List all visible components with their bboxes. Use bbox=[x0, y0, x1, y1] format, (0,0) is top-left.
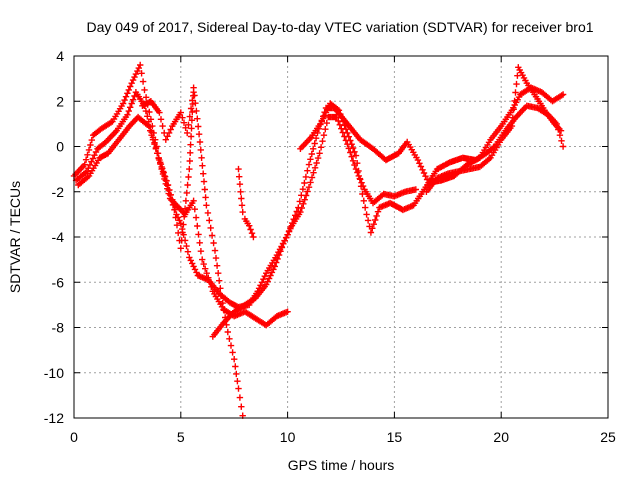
series-6-points bbox=[139, 89, 197, 143]
y-tick-label: -10 bbox=[44, 365, 64, 381]
series-7 bbox=[235, 165, 257, 241]
x-tick-label: 20 bbox=[493, 429, 509, 445]
series-3-points bbox=[75, 84, 246, 419]
series-6 bbox=[139, 89, 197, 143]
series-2 bbox=[72, 89, 291, 329]
x-tick-label: 15 bbox=[387, 429, 403, 445]
grid bbox=[74, 56, 608, 418]
series-8-points bbox=[423, 64, 565, 195]
chart-title: Day 049 of 2017, Sidereal Day-to-day VTE… bbox=[86, 19, 593, 35]
y-tick-label: -8 bbox=[52, 320, 65, 336]
y-tick-label: 2 bbox=[56, 93, 64, 109]
series-layer bbox=[70, 61, 567, 419]
series-8 bbox=[423, 64, 565, 195]
series-3 bbox=[75, 84, 246, 419]
y-tick-label: -6 bbox=[52, 274, 65, 290]
x-tick-label: 5 bbox=[177, 429, 185, 445]
y-axis-label: SDTVAR / TECUs bbox=[7, 181, 23, 293]
x-tick-label: 25 bbox=[600, 429, 616, 445]
x-tick-label: 0 bbox=[70, 429, 78, 445]
series-1 bbox=[70, 61, 567, 311]
y-tick-label: -4 bbox=[52, 229, 65, 245]
series-2-points bbox=[72, 89, 291, 329]
y-tick-label: 0 bbox=[56, 139, 64, 155]
series-7-points bbox=[235, 165, 257, 241]
series-1-points bbox=[70, 61, 567, 311]
x-tick-label: 10 bbox=[280, 429, 296, 445]
y-tick-label: -12 bbox=[44, 410, 64, 426]
y-tick-label: -2 bbox=[52, 184, 65, 200]
series-4 bbox=[209, 113, 419, 340]
series-4-points bbox=[209, 113, 419, 340]
y-tick-label: 4 bbox=[56, 48, 64, 64]
x-axis-label: GPS time / hours bbox=[288, 457, 395, 473]
